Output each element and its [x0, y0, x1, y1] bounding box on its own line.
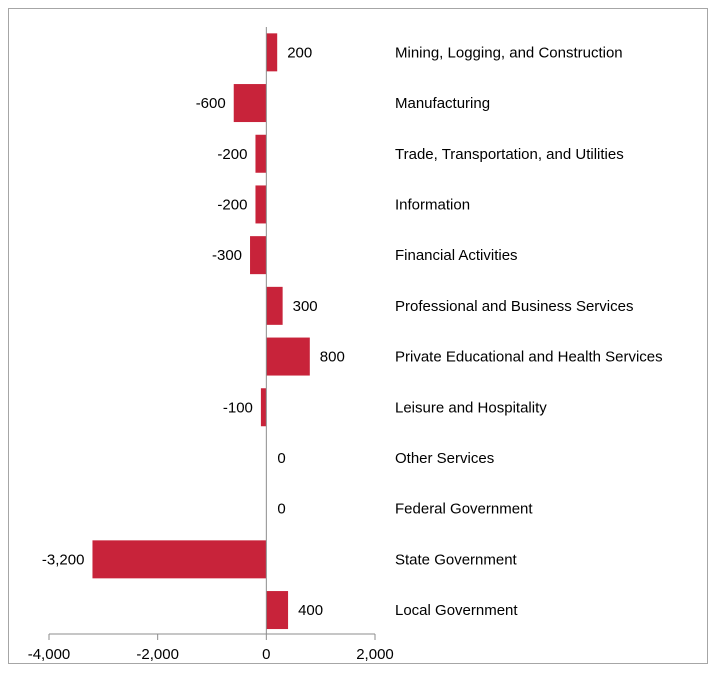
data-label-5: 300	[293, 298, 318, 315]
x-tick-label-1: -2,000	[136, 646, 179, 663]
bar-6	[266, 337, 310, 376]
data-label-10: -3,200	[42, 551, 85, 568]
category-label-0: Mining, Logging, and Construction	[395, 44, 623, 61]
data-label-6: 800	[320, 349, 345, 366]
data-label-1: -600	[196, 95, 226, 112]
category-label-6: Private Educational and Health Services	[395, 349, 663, 366]
bar-4	[250, 236, 267, 275]
category-label-10: State Government	[395, 551, 518, 568]
category-label-8: Other Services	[395, 450, 494, 467]
data-labels-group: 200 -600 -200 -200 -300 300 800 -100 0 0 -3,200 400	[42, 44, 345, 619]
category-label-3: Information	[395, 196, 470, 213]
data-label-8: 0	[277, 450, 285, 467]
x-tick-label-2: 0	[262, 646, 270, 663]
data-label-0: 200	[287, 44, 312, 61]
category-label-9: Federal Government	[395, 501, 533, 518]
data-label-9: 0	[277, 501, 285, 518]
bar-0	[266, 33, 278, 72]
bar-1	[233, 84, 267, 123]
category-label-4: Financial Activities	[395, 247, 518, 264]
category-label-5: Professional and Business Services	[395, 298, 633, 315]
category-label-11: Local Government	[395, 602, 518, 619]
category-label-7: Leisure and Hospitality	[395, 399, 547, 416]
bar-3	[255, 185, 267, 224]
data-label-2: -200	[217, 146, 247, 163]
bar-5	[266, 286, 283, 325]
bar-11	[266, 591, 289, 630]
category-labels-group: Mining, Logging, and Construction Manufac…	[395, 44, 663, 619]
bar-2	[255, 134, 267, 173]
data-label-4: -300	[212, 247, 242, 264]
bar-10	[92, 540, 267, 579]
tick-labels-group: -4,000 -2,000 0 2,000	[28, 646, 394, 663]
bar-7	[260, 388, 267, 427]
data-label-11: 400	[298, 602, 323, 619]
bars-group	[92, 33, 310, 630]
data-label-3: -200	[217, 196, 247, 213]
category-label-1: Manufacturing	[395, 95, 490, 112]
data-label-7: -100	[223, 399, 253, 416]
category-label-2: Trade, Transportation, and Utilities	[395, 146, 624, 163]
axes-group	[48, 27, 376, 640]
x-tick-label-3: 2,000	[356, 646, 394, 663]
x-tick-label-0: -4,000	[28, 646, 71, 663]
